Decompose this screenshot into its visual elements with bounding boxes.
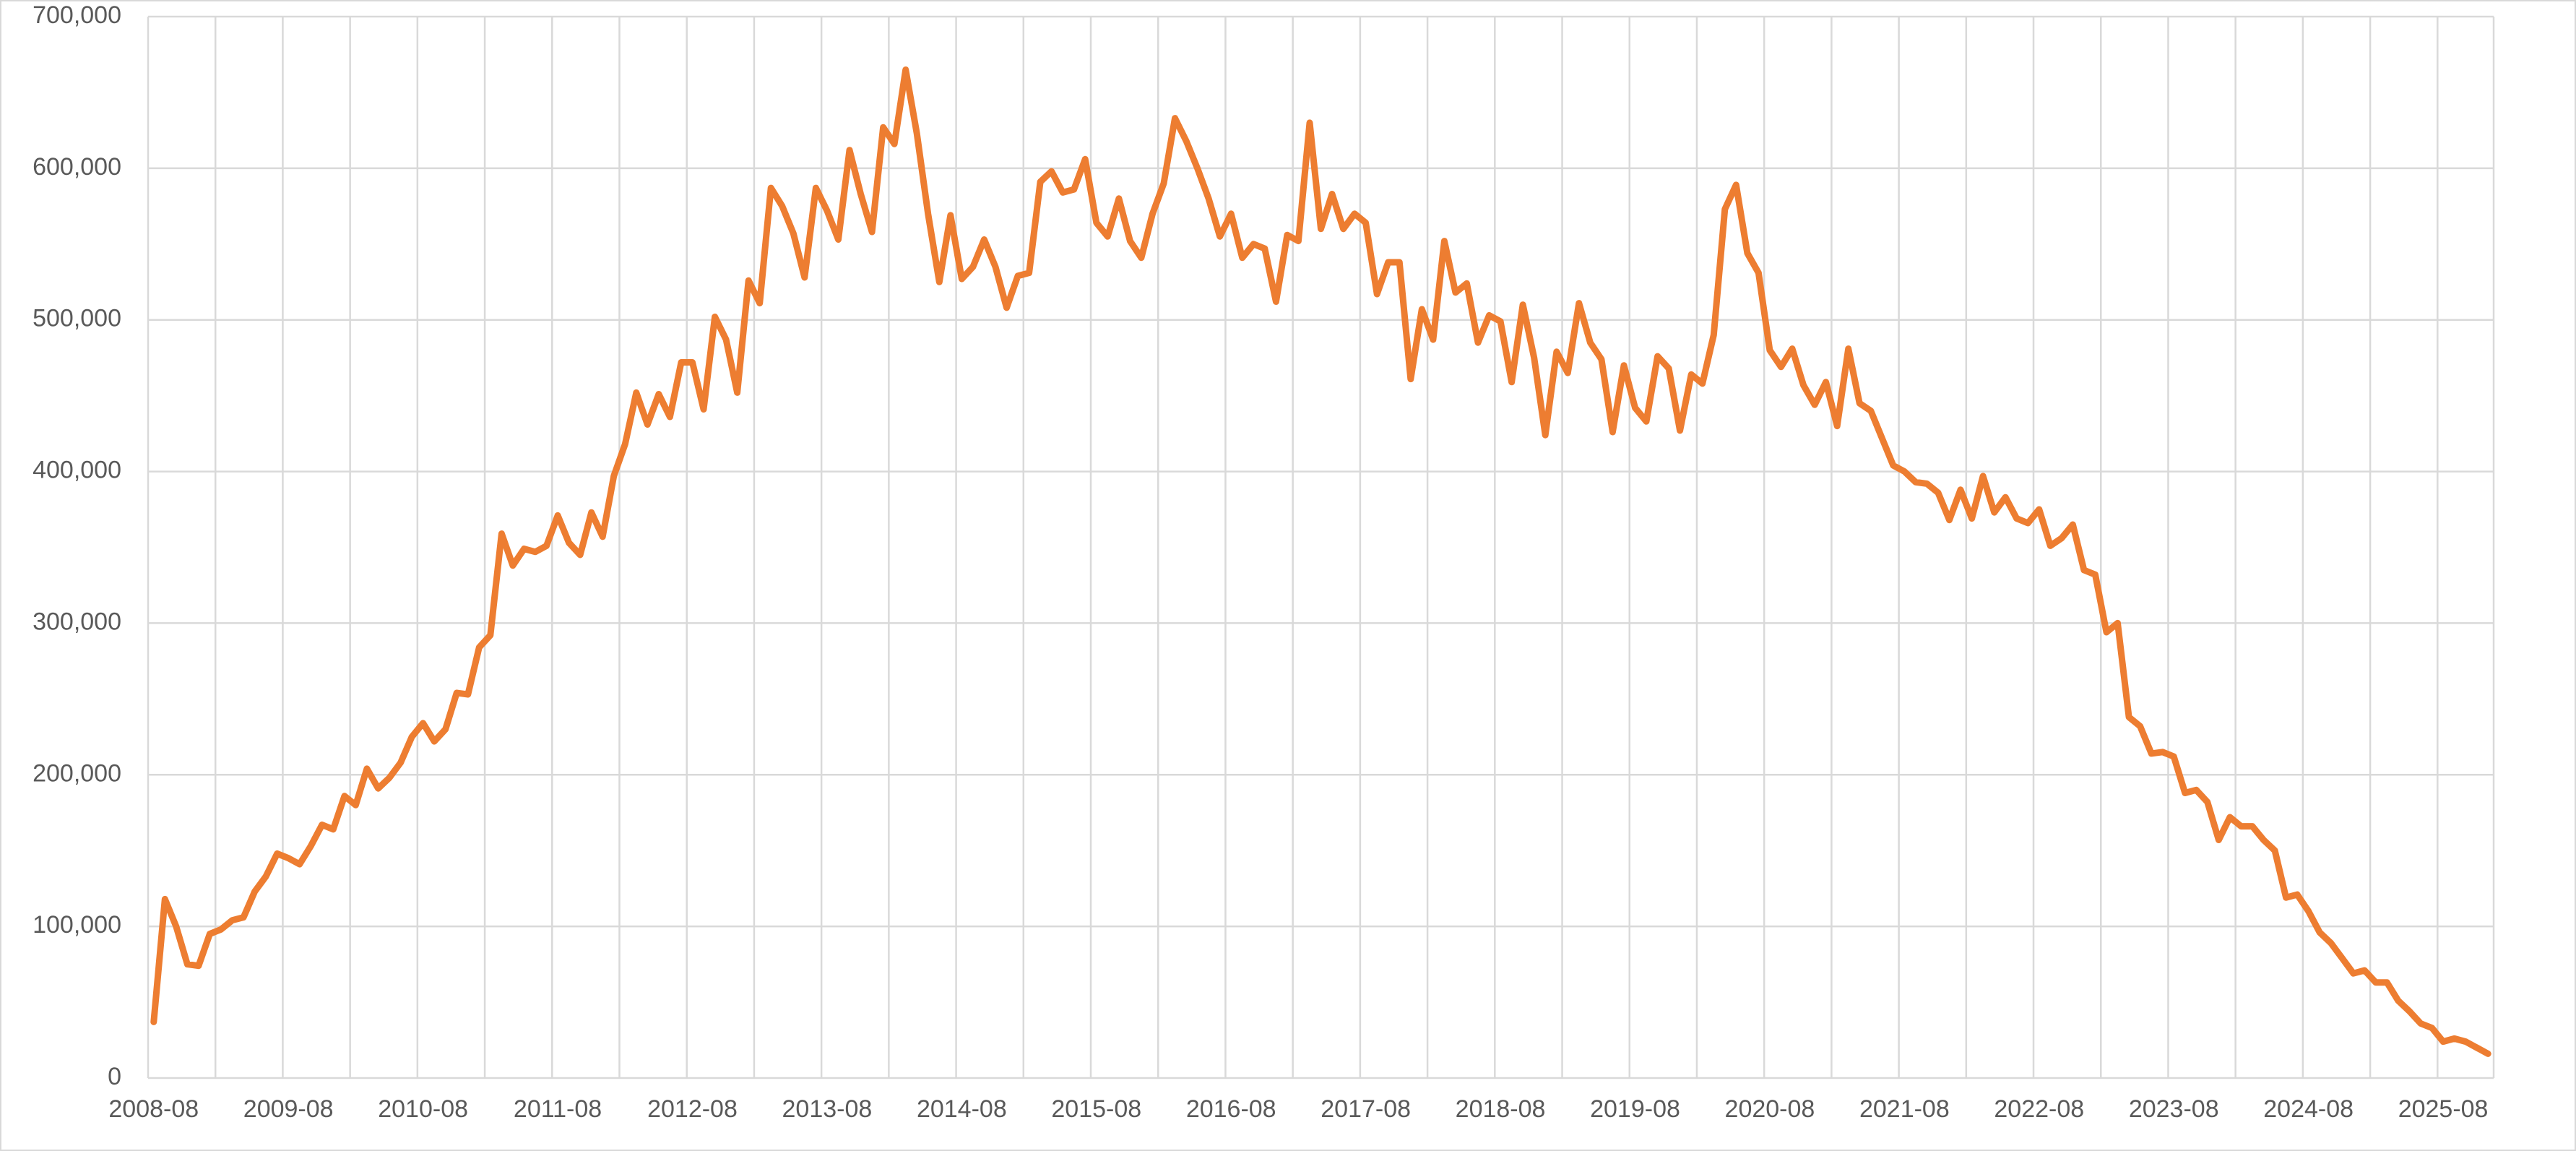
x-tick-label: 2013-08	[782, 1095, 873, 1123]
x-tick-label: 2018-08	[1456, 1095, 1546, 1123]
y-tick-label: 100,000	[33, 911, 121, 939]
y-tick-label: 200,000	[33, 759, 121, 787]
y-tick-label: 400,000	[33, 457, 121, 484]
y-tick-label: 0	[108, 1063, 121, 1090]
x-tick-label: 2025-08	[2398, 1095, 2489, 1123]
x-tick-label: 2019-08	[1590, 1095, 1680, 1123]
x-tick-label: 2010-08	[378, 1095, 468, 1123]
x-tick-label: 2016-08	[1186, 1095, 1276, 1123]
x-tick-label: 2021-08	[1859, 1095, 1950, 1123]
y-tick-label: 600,000	[33, 153, 121, 181]
x-tick-label: 2012-08	[647, 1095, 738, 1123]
y-tick-label: 700,000	[33, 1, 121, 29]
x-tick-label: 2023-08	[2129, 1095, 2219, 1123]
x-tick-label: 2015-08	[1051, 1095, 1141, 1123]
x-tick-label: 2017-08	[1321, 1095, 1411, 1123]
x-tick-label: 2008-08	[108, 1095, 199, 1123]
x-tick-label: 2014-08	[917, 1095, 1007, 1123]
y-tick-label: 300,000	[33, 608, 121, 635]
y-tick-label: 500,000	[33, 305, 121, 332]
data-line	[150, 66, 2491, 1057]
x-tick-label: 2024-08	[2263, 1095, 2354, 1123]
x-tick-label: 2009-08	[243, 1095, 334, 1123]
x-tick-label: 2011-08	[514, 1095, 602, 1123]
x-tick-label: 2020-08	[1725, 1095, 1815, 1123]
x-tick-label: 2022-08	[1994, 1095, 2084, 1123]
